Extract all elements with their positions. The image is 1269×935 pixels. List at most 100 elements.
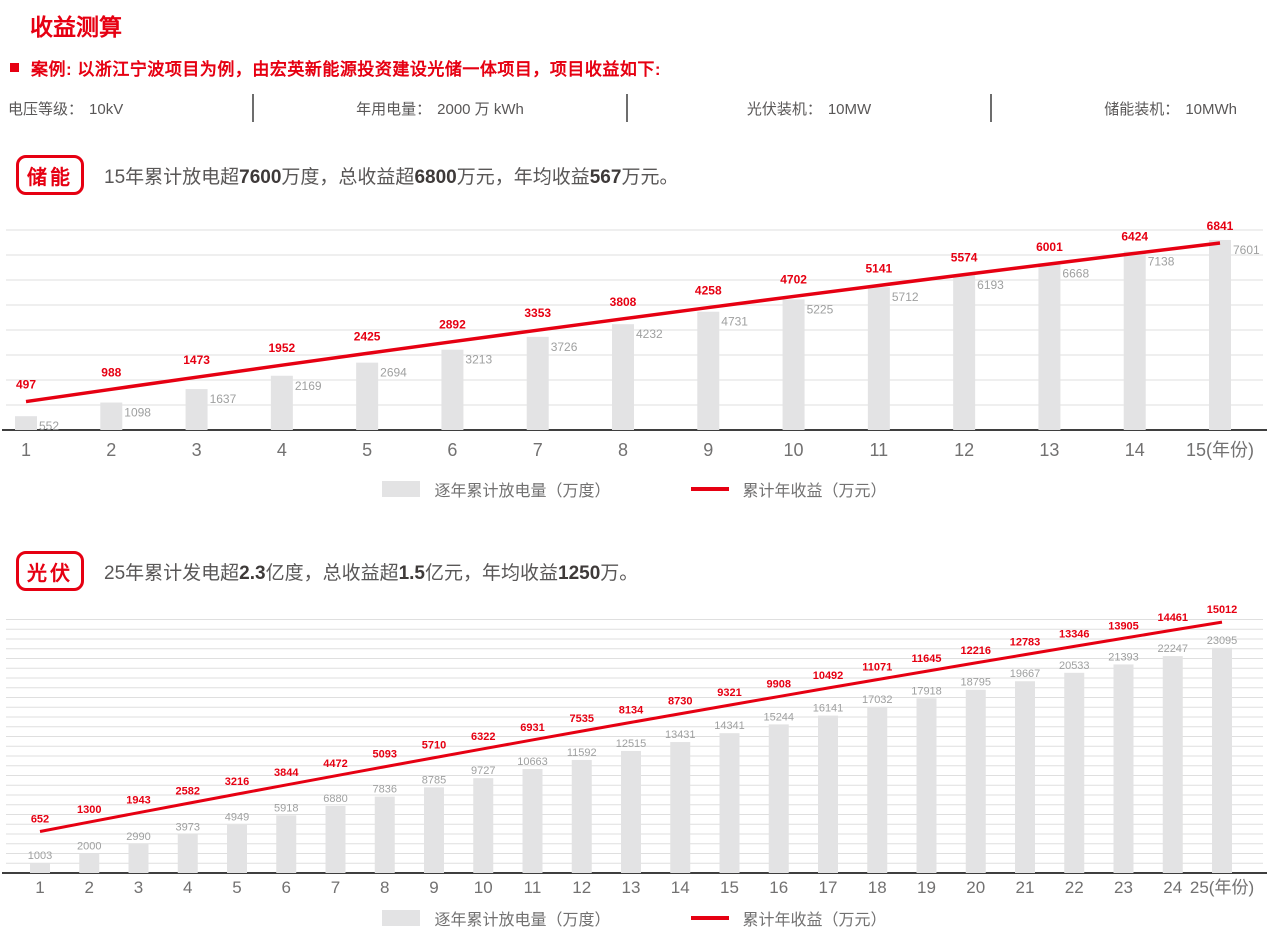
bar-swatch-icon bbox=[382, 910, 421, 926]
desc-text: 25年累计发电超 bbox=[104, 562, 240, 584]
svg-text:2: 2 bbox=[85, 878, 94, 897]
storage-section-header: 储能 15年累计放电超7600万度，总收益超6800万元，年均收益567万元。 bbox=[16, 155, 678, 195]
svg-text:6931: 6931 bbox=[520, 722, 544, 734]
svg-text:6668: 6668 bbox=[1062, 266, 1089, 280]
svg-text:6: 6 bbox=[447, 440, 457, 460]
svg-text:9: 9 bbox=[429, 878, 438, 897]
svg-text:1: 1 bbox=[35, 878, 44, 897]
svg-text:1098: 1098 bbox=[124, 406, 151, 420]
svg-text:3808: 3808 bbox=[610, 295, 637, 309]
svg-text:13: 13 bbox=[622, 878, 641, 897]
svg-text:4949: 4949 bbox=[225, 812, 249, 824]
svg-text:4702: 4702 bbox=[780, 272, 807, 286]
svg-text:19: 19 bbox=[917, 878, 936, 897]
svg-text:9908: 9908 bbox=[767, 679, 791, 691]
svg-text:5918: 5918 bbox=[274, 802, 298, 814]
svg-text:11071: 11071 bbox=[862, 662, 892, 674]
desc-text: 15年累计放电超 bbox=[104, 166, 240, 188]
svg-text:12216: 12216 bbox=[960, 645, 991, 657]
svg-text:4258: 4258 bbox=[695, 284, 722, 298]
svg-text:1637: 1637 bbox=[210, 392, 237, 406]
legend-label: 累计年收益（万元） bbox=[742, 912, 887, 929]
legend-label: 累计年收益（万元） bbox=[742, 483, 887, 500]
svg-text:7535: 7535 bbox=[570, 713, 594, 725]
svg-text:2169: 2169 bbox=[295, 379, 322, 393]
svg-text:5141: 5141 bbox=[866, 261, 893, 275]
pv-summary-text: 25年累计发电超2.3亿度，总收益超1.5亿元，年均收益1250万。 bbox=[104, 558, 638, 585]
svg-text:15: 15 bbox=[720, 878, 739, 897]
desc-text: 亿元，年均收益 bbox=[425, 562, 559, 584]
svg-text:2: 2 bbox=[106, 440, 116, 460]
vertical-divider bbox=[626, 94, 628, 122]
legend-item-line: 累计年收益（万元） bbox=[690, 477, 887, 501]
svg-text:10: 10 bbox=[784, 440, 804, 460]
svg-text:3: 3 bbox=[134, 878, 143, 897]
legend-label: 逐年累计放电量（万度） bbox=[434, 483, 611, 500]
svg-text:1473: 1473 bbox=[183, 353, 210, 367]
svg-text:4232: 4232 bbox=[636, 327, 663, 341]
desc-text: 万元。 bbox=[621, 166, 679, 188]
svg-text:552: 552 bbox=[39, 419, 59, 433]
svg-text:18795: 18795 bbox=[960, 677, 991, 689]
storage-chart-legend: 逐年累计放电量（万度） 累计年收益（万元） bbox=[0, 477, 1269, 501]
svg-text:13431: 13431 bbox=[665, 729, 696, 741]
svg-text:4: 4 bbox=[183, 878, 192, 897]
svg-text:1003: 1003 bbox=[28, 850, 52, 862]
svg-text:6193: 6193 bbox=[977, 278, 1004, 292]
svg-text:5710: 5710 bbox=[422, 740, 446, 752]
desc-number: 1250 bbox=[558, 562, 601, 584]
svg-text:14461: 14461 bbox=[1157, 612, 1188, 624]
svg-text:11592: 11592 bbox=[567, 747, 597, 759]
svg-text:17: 17 bbox=[819, 878, 838, 897]
desc-number: 7600 bbox=[239, 166, 282, 188]
desc-text: 万。 bbox=[600, 562, 639, 584]
legend-item-line: 累计年收益（万元） bbox=[690, 906, 887, 930]
svg-text:3973: 3973 bbox=[176, 821, 200, 833]
param-storage-capacity: 储能装机： 10MWh bbox=[992, 98, 1269, 119]
svg-text:17918: 17918 bbox=[911, 685, 942, 697]
svg-text:10492: 10492 bbox=[813, 670, 844, 682]
svg-text:12: 12 bbox=[572, 878, 591, 897]
svg-text:11645: 11645 bbox=[912, 653, 942, 665]
svg-text:1300: 1300 bbox=[77, 804, 101, 816]
svg-text:25(年份): 25(年份) bbox=[1190, 878, 1254, 897]
svg-text:13346: 13346 bbox=[1059, 628, 1090, 640]
svg-text:4731: 4731 bbox=[721, 315, 748, 329]
desc-text: 亿度，总收益超 bbox=[265, 562, 399, 584]
svg-text:10: 10 bbox=[474, 878, 493, 897]
svg-text:8785: 8785 bbox=[422, 774, 446, 786]
svg-text:23095: 23095 bbox=[1207, 635, 1238, 647]
svg-text:23: 23 bbox=[1114, 878, 1133, 897]
svg-text:7: 7 bbox=[331, 878, 340, 897]
svg-text:22247: 22247 bbox=[1157, 643, 1188, 655]
storage-badge: 储能 bbox=[16, 155, 84, 195]
param-label: 电压等级： bbox=[8, 100, 84, 118]
svg-text:8730: 8730 bbox=[668, 696, 692, 708]
param-label: 年用电量： bbox=[356, 100, 432, 118]
svg-text:21: 21 bbox=[1016, 878, 1035, 897]
svg-text:6: 6 bbox=[282, 878, 291, 897]
legend-label: 逐年累计放电量（万度） bbox=[434, 912, 611, 929]
svg-text:14341: 14341 bbox=[714, 720, 745, 732]
svg-text:12515: 12515 bbox=[616, 738, 647, 750]
svg-text:13905: 13905 bbox=[1108, 620, 1139, 632]
line-swatch-icon bbox=[690, 487, 729, 491]
param-label: 储能装机： bbox=[1104, 100, 1180, 118]
svg-text:8: 8 bbox=[618, 440, 628, 460]
svg-text:15012: 15012 bbox=[1207, 604, 1238, 616]
svg-text:9727: 9727 bbox=[471, 765, 495, 777]
svg-text:5: 5 bbox=[362, 440, 372, 460]
page-title: 收益测算 bbox=[30, 14, 122, 40]
svg-text:19667: 19667 bbox=[1010, 668, 1041, 680]
svg-text:5712: 5712 bbox=[892, 290, 919, 304]
svg-text:6322: 6322 bbox=[471, 731, 495, 743]
svg-text:2892: 2892 bbox=[439, 318, 466, 332]
param-label: 光伏装机： bbox=[746, 100, 822, 118]
svg-text:2000: 2000 bbox=[77, 841, 101, 853]
desc-number: 567 bbox=[589, 166, 622, 188]
pv-badge: 光伏 bbox=[16, 551, 84, 591]
svg-text:22: 22 bbox=[1065, 878, 1084, 897]
svg-text:6841: 6841 bbox=[1207, 219, 1234, 233]
desc-text: 万度，总收益超 bbox=[281, 166, 415, 188]
